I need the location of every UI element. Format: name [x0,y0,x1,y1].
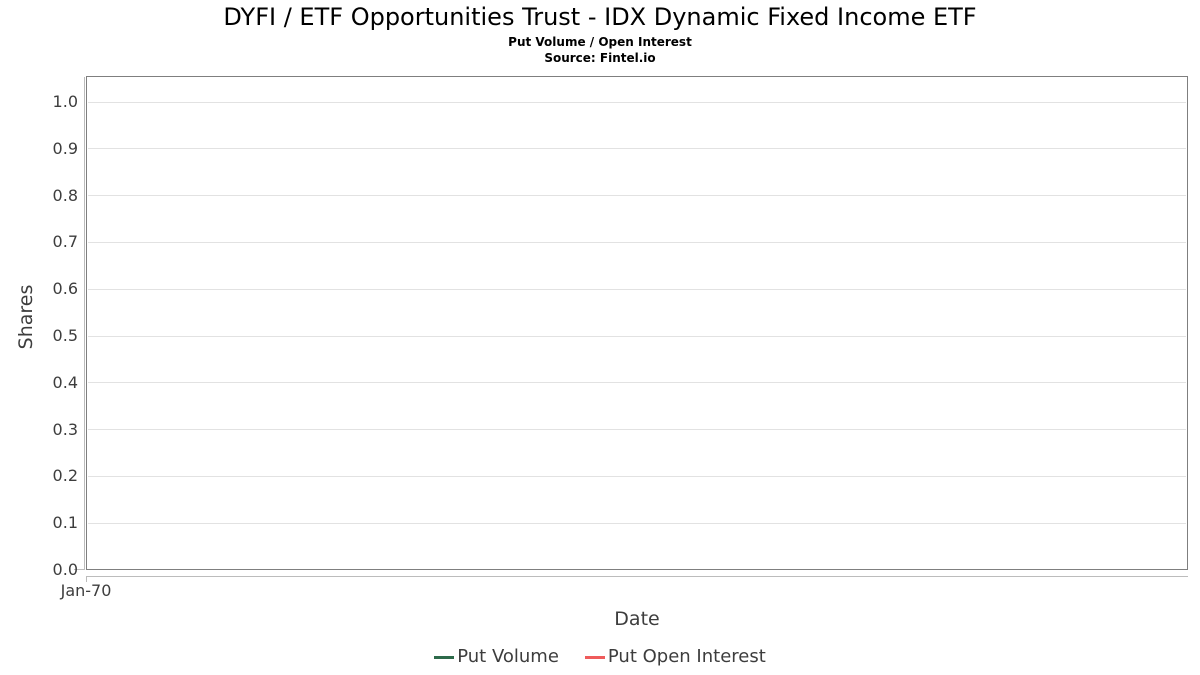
y-tick-label: 0.6 [52,279,78,299]
legend: Put Volume Put Open Interest [0,646,1200,668]
y-tick-label: 0.3 [52,419,78,439]
x-tick-label: Jan-70 [60,581,112,600]
gridline [88,522,1186,524]
chart-title: DYFI / ETF Opportunities Trust - IDX Dyn… [223,3,977,31]
x-axis-title: Date [614,608,660,630]
y-tick-label: 0.9 [52,138,78,158]
gridline [88,475,1186,477]
gridline [88,195,1186,197]
y-tick-label: 0.7 [52,232,78,252]
plot-area [86,76,1188,570]
legend-label: Put Open Interest [607,646,766,667]
chart-source: Source: Fintel.io [544,51,656,65]
y-tick-label: 0.1 [52,513,78,533]
gridline [88,382,1186,384]
gridline [88,335,1186,337]
y-tick-label: 0.4 [52,372,78,392]
legend-item: Put Open Interest [584,646,766,668]
legend-label: Put Volume [457,646,559,667]
gridline [88,288,1186,290]
gridline [88,241,1186,243]
gridline [88,101,1186,103]
gridline [88,148,1186,150]
legend-item: Put Volume [434,646,559,668]
legend-line-swatch [584,655,605,659]
x-axis-tick-jan70 [86,576,88,582]
y-tick-label: 0.0 [52,560,78,579]
y-axis-tick-0 [74,568,84,571]
y-tick-label: 0.5 [52,326,78,345]
gridline [88,429,1186,431]
y-axis-title: Shares [15,284,37,350]
x-axis-line [87,575,1188,577]
y-tick-label: 1.0 [52,92,78,111]
y-axis-line [84,77,86,570]
y-tick-label: 0.2 [52,466,78,486]
legend-line-swatch [434,655,455,659]
chart-subtitle: Put Volume / Open Interest [508,35,692,49]
y-tick-label: 0.8 [52,185,78,205]
